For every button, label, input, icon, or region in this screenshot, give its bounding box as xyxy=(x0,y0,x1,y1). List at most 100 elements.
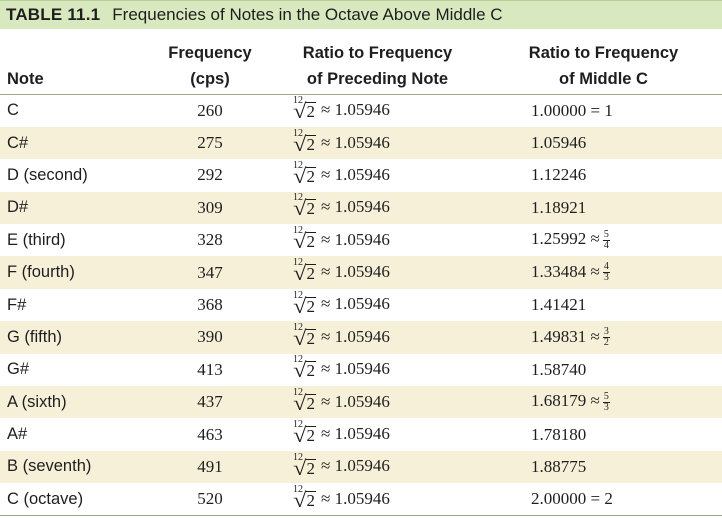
table-row: A (sixth) 437 12 √ 2 ≈ 1.05946 1.68179 ≈5 3 xyxy=(0,386,722,419)
twelfth-root-of-two: 12 √ 2 xyxy=(293,419,317,448)
twelfth-root-of-two: 12 √ 2 xyxy=(293,483,317,512)
ratio-middle-c-cell: 1.18921 xyxy=(485,191,722,225)
table-row: C (octave) 520 12 √ 2 ≈ 1.05946 2.00000 = 2 xyxy=(0,483,722,517)
ratio-preceding-cell: 12 √ 2 ≈ 1.05946 xyxy=(270,289,485,321)
frequency-cell: 328 xyxy=(197,230,223,250)
note-cell: G (fifth) xyxy=(0,321,150,354)
note-cell: E (third) xyxy=(7,230,66,249)
note-cell: F# xyxy=(7,295,27,314)
frequency-cell: 292 xyxy=(197,165,223,185)
note-cell: G# xyxy=(7,360,30,379)
ratio-approx-value: ≈ 1.05946 xyxy=(321,197,390,217)
note-cell: D# xyxy=(0,191,150,225)
ratio-middle-c-cell: 1.88775 xyxy=(485,450,722,484)
table-row: C# 275 12 √ 2 ≈ 1.05946 1.05946 xyxy=(0,126,722,160)
table-row: F# 368 12 √ 2 ≈ 1.05946 1.41421 xyxy=(0,289,722,321)
twelfth-root-of-two: 12 √ 2 xyxy=(293,451,317,480)
ratio-middle-c-cell: 1.41421 xyxy=(485,289,722,321)
table-caption: Frequencies of Notes in the Octave Above… xyxy=(112,5,503,24)
ratio-preceding-cell: 12 √ 2 ≈ 1.05946 xyxy=(270,354,485,386)
ratio-approx-value: ≈ 1.05946 xyxy=(321,359,390,379)
header-note: Note xyxy=(0,29,150,95)
header-frequency: Frequency (cps) xyxy=(150,29,270,95)
header-ratio-preceding: Ratio to Frequency of Preceding Note xyxy=(270,29,485,95)
middle-c-ratio-value: 1.78180 xyxy=(531,424,587,444)
ratio-approx-value: ≈ 1.05946 xyxy=(321,229,390,249)
table-row: F (fourth) 347 12 √ 2 ≈ 1.05946 1.33484 ≈4 3 xyxy=(0,256,722,289)
ratio-middle-c-cell: 1.12246 xyxy=(485,159,722,191)
middle-c-ratio-value: 1.25992 ≈ xyxy=(531,229,600,249)
twelfth-root-of-two: 12 √ 2 xyxy=(293,160,317,189)
frequency-table: Note Frequency (cps) Ratio to Frequency … xyxy=(0,29,722,517)
ratio-middle-c-cell: 1.58740 xyxy=(485,354,722,386)
ratio-preceding-cell: 12 √ 2 ≈ 1.05946 xyxy=(270,386,485,419)
ratio-preceding-cell: 12 √ 2 ≈ 1.05946 xyxy=(270,483,485,517)
ratio-preceding-cell: 12 √ 2 ≈ 1.05946 xyxy=(270,191,485,225)
twelfth-root-of-two: 12 √ 2 xyxy=(293,289,317,318)
frequency-cell: 463 xyxy=(197,424,223,444)
table-row: D (second) 292 12 √ 2 ≈ 1.05946 1.12246 xyxy=(0,159,722,191)
ratio-middle-c-cell: 1.78180 xyxy=(485,418,722,450)
twelfth-root-of-two: 12 √ 2 xyxy=(293,224,317,253)
ratio-approx-value: ≈ 1.05946 xyxy=(321,326,390,346)
frequency-cell: 347 xyxy=(150,256,270,289)
middle-c-ratio-value: 1.68179 ≈ xyxy=(531,391,600,411)
twelfth-root-of-two: 12 √ 2 xyxy=(293,257,317,286)
note-cell: C xyxy=(7,101,19,120)
ratio-preceding-cell: 12 √ 2 ≈ 1.05946 xyxy=(270,159,485,191)
ratio-approx-value: ≈ 1.05946 xyxy=(321,456,390,476)
middle-c-ratio-value: 1.49831 ≈ xyxy=(531,326,600,346)
middle-c-ratio-value: 1.88775 xyxy=(531,456,587,476)
note-cell: A# xyxy=(7,425,28,444)
note-cell: F (fourth) xyxy=(0,256,150,289)
note-cell: A (sixth) xyxy=(0,386,150,419)
table-row: E (third) 328 12 √ 2 ≈ 1.05946 1.25992 ≈5 4 xyxy=(0,224,722,256)
middle-c-ratio-value: 1.58740 xyxy=(531,359,587,379)
ratio-preceding-cell: 12 √ 2 ≈ 1.05946 xyxy=(270,256,485,289)
note-cell: D (second) xyxy=(7,165,88,184)
table-number: TABLE 11.1 xyxy=(6,5,101,24)
note-cell: C# xyxy=(0,126,150,160)
ratio-middle-c-cell: 2.00000 = 2 xyxy=(485,483,722,517)
frequency-cell: 437 xyxy=(150,386,270,419)
twelfth-root-of-two: 12 √ 2 xyxy=(293,354,317,383)
twelfth-root-of-two: 12 √ 2 xyxy=(293,127,317,156)
middle-c-ratio-value: 1.33484 ≈ xyxy=(531,261,600,281)
ratio-middle-c-cell: 1.49831 ≈3 2 xyxy=(485,321,722,354)
frequency-cell: 275 xyxy=(150,126,270,160)
note-cell: C (octave) xyxy=(0,483,150,517)
frequency-cell: 413 xyxy=(197,359,223,379)
twelfth-root-of-two: 12 √ 2 xyxy=(293,321,317,350)
middle-c-ratio-value: 1.41421 xyxy=(531,295,587,315)
table-row: D# 309 12 √ 2 ≈ 1.05946 1.18921 xyxy=(0,191,722,225)
middle-c-ratio-value: 1.05946 xyxy=(531,133,587,153)
ratio-middle-c-cell: 1.25992 ≈5 4 xyxy=(485,224,722,256)
ratio-approx-value: ≈ 1.05946 xyxy=(321,164,390,184)
ratio-preceding-cell: 12 √ 2 ≈ 1.05946 xyxy=(270,95,485,127)
ratio-approx-value: ≈ 1.05946 xyxy=(321,391,390,411)
twelfth-root-of-two: 12 √ 2 xyxy=(293,192,317,221)
header-row: Note Frequency (cps) Ratio to Frequency … xyxy=(0,29,722,95)
ratio-preceding-cell: 12 √ 2 ≈ 1.05946 xyxy=(270,418,485,450)
ratio-preceding-cell: 12 √ 2 ≈ 1.05946 xyxy=(270,224,485,256)
ratio-middle-c-cell: 1.33484 ≈4 3 xyxy=(485,256,722,289)
table-row: G (fifth) 390 12 √ 2 ≈ 1.05946 1.49831 ≈3 2 xyxy=(0,321,722,354)
table-row: A# 463 12 √ 2 ≈ 1.05946 1.78180 xyxy=(0,418,722,450)
table-row: G# 413 12 √ 2 ≈ 1.05946 1.58740 xyxy=(0,354,722,386)
middle-c-ratio-value: 1.00000 = 1 xyxy=(531,100,613,120)
ratio-preceding-cell: 12 √ 2 ≈ 1.05946 xyxy=(270,321,485,354)
ratio-middle-c-cell: 1.68179 ≈5 3 xyxy=(485,386,722,419)
frequency-cell: 491 xyxy=(150,450,270,484)
middle-c-ratio-value: 1.12246 xyxy=(531,165,587,185)
ratio-middle-c-cell: 1.00000 = 1 xyxy=(485,95,722,127)
frequency-cell: 260 xyxy=(197,100,223,120)
ratio-middle-c-cell: 1.05946 xyxy=(485,126,722,160)
middle-c-ratio-value: 2.00000 = 2 xyxy=(531,489,613,509)
frequency-cell: 390 xyxy=(150,321,270,354)
middle-c-ratio-value: 1.18921 xyxy=(531,197,587,217)
twelfth-root-of-two: 12 √ 2 xyxy=(293,386,317,415)
note-cell: B (seventh) xyxy=(0,450,150,484)
